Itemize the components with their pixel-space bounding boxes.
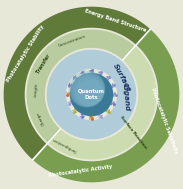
Polygon shape — [48, 46, 156, 160]
Text: Photocatalytic Stability: Photocatalytic Stability — [6, 24, 45, 83]
Text: Transfer: Transfer — [36, 54, 51, 75]
Text: Photocatalytic Activity: Photocatalytic Activity — [48, 165, 113, 178]
Polygon shape — [47, 50, 136, 139]
Text: Energy Band Structure: Energy Band Structure — [84, 8, 147, 33]
Polygon shape — [33, 29, 179, 182]
Text: Quantum: Quantum — [78, 89, 105, 94]
Circle shape — [81, 83, 100, 103]
Text: Configuration: Configuration — [52, 136, 78, 153]
Text: Concentration: Concentration — [58, 35, 87, 48]
Circle shape — [75, 78, 102, 105]
Circle shape — [73, 75, 103, 106]
Circle shape — [77, 79, 102, 104]
Circle shape — [70, 74, 113, 115]
Text: Length: Length — [33, 82, 38, 97]
Text: Surface Reaction: Surface Reaction — [119, 115, 147, 149]
Text: Ligand: Ligand — [122, 84, 130, 112]
Polygon shape — [27, 29, 135, 143]
Circle shape — [69, 71, 105, 107]
Text: Charge: Charge — [36, 111, 45, 126]
Text: Dots: Dots — [85, 95, 98, 100]
Circle shape — [74, 77, 103, 105]
Circle shape — [70, 72, 104, 106]
Text: Surface: Surface — [112, 63, 132, 93]
Circle shape — [79, 82, 101, 103]
Circle shape — [78, 81, 101, 104]
Polygon shape — [4, 7, 150, 160]
Circle shape — [72, 74, 104, 106]
Text: Photocatalytic Selectivity: Photocatalytic Selectivity — [150, 88, 179, 155]
